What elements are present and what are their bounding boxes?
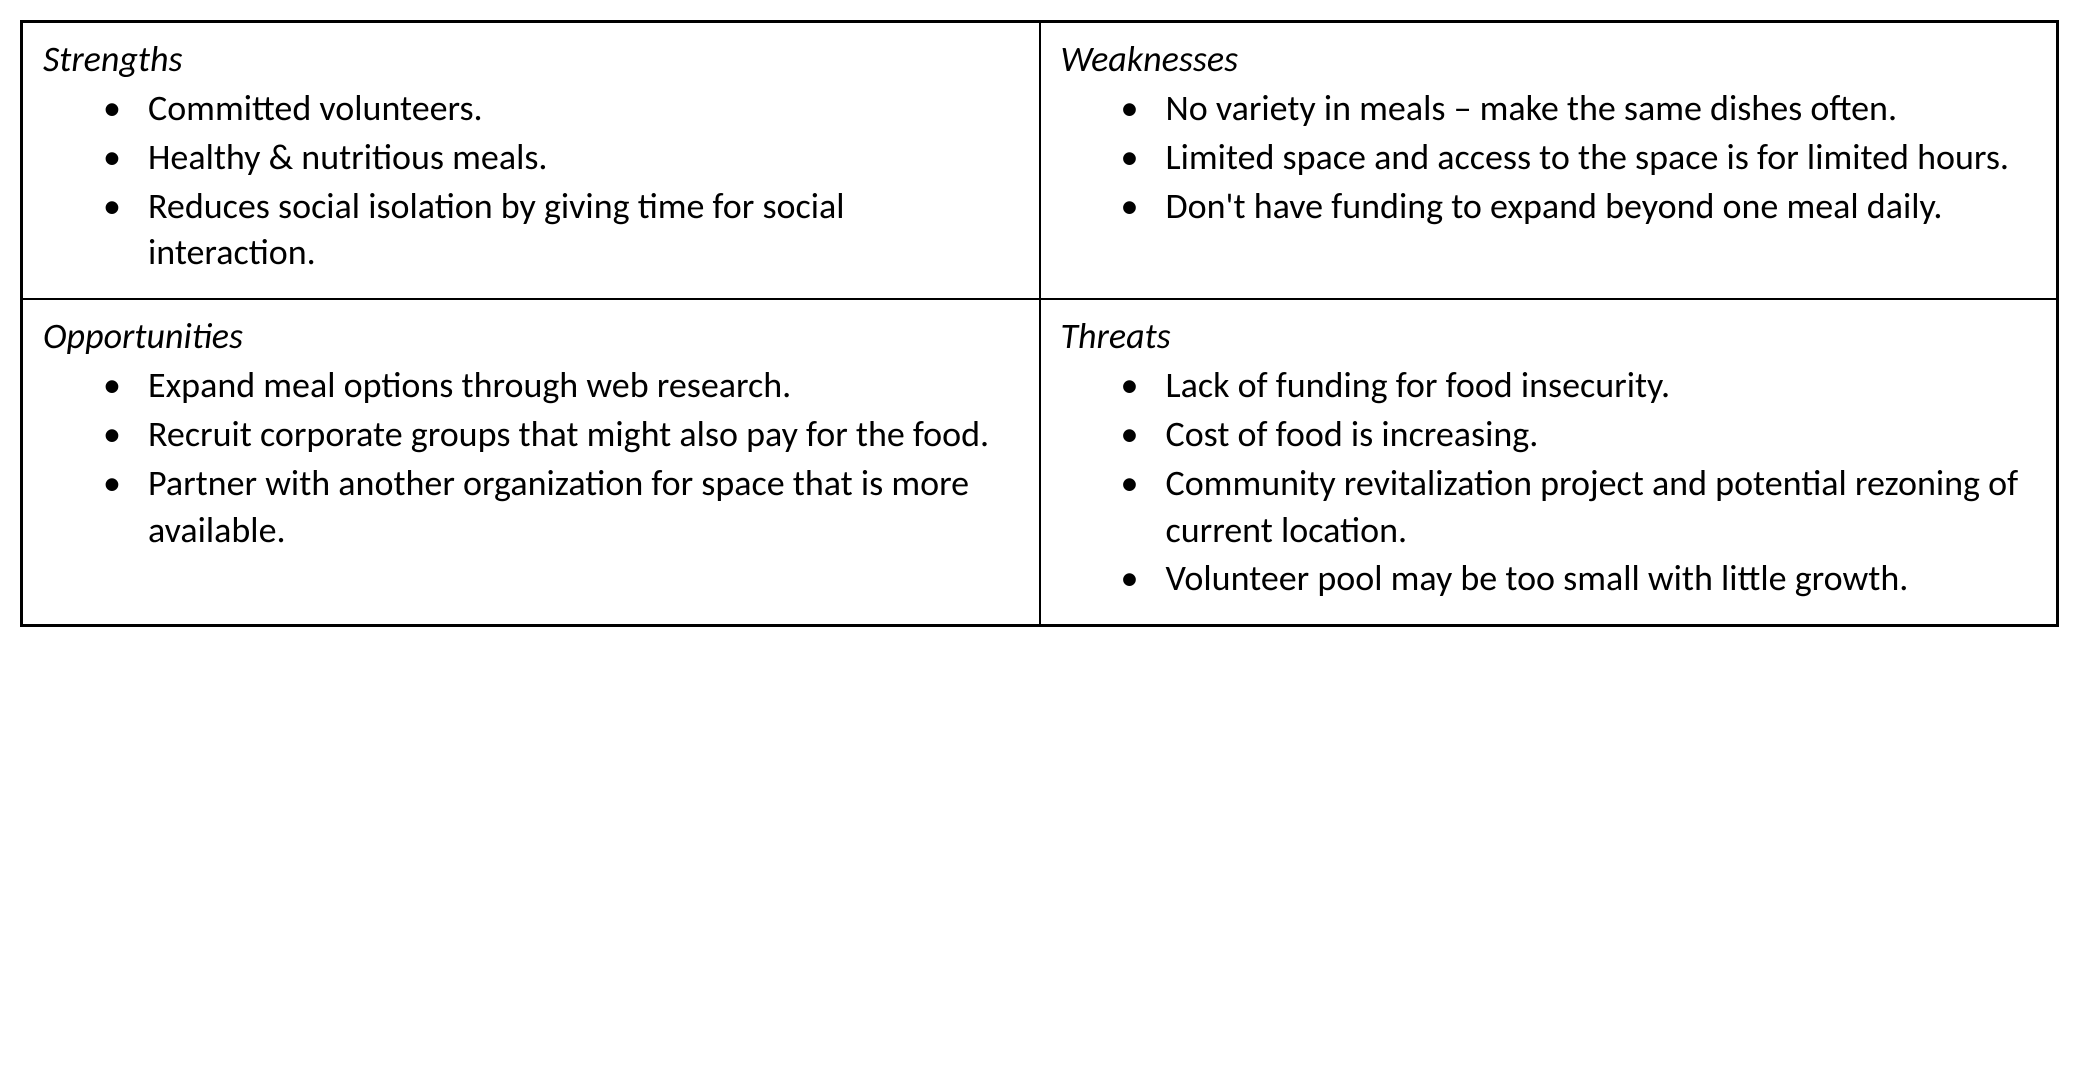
list-item: Volunteer pool may be too small with lit… — [1166, 555, 2037, 602]
list-item: Healthy & nutritious meals. — [148, 134, 1019, 181]
opportunities-list: Expand meal options through web research… — [43, 362, 1019, 553]
threats-list: Lack of funding for food insecurity. Cos… — [1061, 362, 2037, 602]
threats-title: Threats — [1061, 314, 2037, 358]
list-item: Cost of food is increasing. — [1166, 411, 2037, 458]
list-item: Community revitalization project and pot… — [1166, 460, 2037, 554]
list-item: Reduces social isolation by giving time … — [148, 183, 1019, 277]
opportunities-title: Opportunities — [43, 314, 1019, 358]
weaknesses-list: No variety in meals – make the same dish… — [1061, 85, 2037, 229]
list-item: Don't have funding to expand beyond one … — [1166, 183, 2037, 230]
list-item: Limited space and access to the space is… — [1166, 134, 2037, 181]
list-item: Lack of funding for food insecurity. — [1166, 362, 2037, 409]
list-item: Recruit corporate groups that might also… — [148, 411, 1019, 458]
list-item: Partner with another organization for sp… — [148, 460, 1019, 554]
strengths-list: Committed volunteers. Healthy & nutritio… — [43, 85, 1019, 276]
list-item: No variety in meals – make the same dish… — [1166, 85, 2037, 132]
swot-table: Strengths Committed volunteers. Healthy … — [20, 20, 2059, 627]
swot-cell-weaknesses: Weaknesses No variety in meals – make th… — [1040, 23, 2057, 299]
list-item: Committed volunteers. — [148, 85, 1019, 132]
swot-cell-opportunities: Opportunities Expand meal options throug… — [23, 299, 1040, 624]
swot-cell-threats: Threats Lack of funding for food insecur… — [1040, 299, 2057, 624]
weaknesses-title: Weaknesses — [1061, 37, 2037, 81]
swot-cell-strengths: Strengths Committed volunteers. Healthy … — [23, 23, 1040, 299]
list-item: Expand meal options through web research… — [148, 362, 1019, 409]
strengths-title: Strengths — [43, 37, 1019, 81]
